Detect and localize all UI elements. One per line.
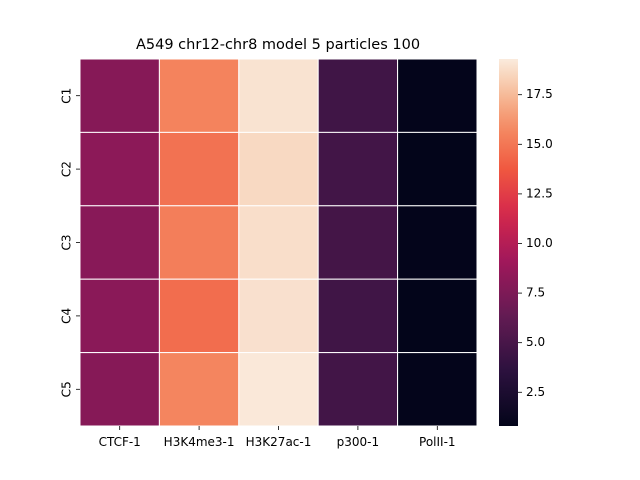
colorbar-ticks: 2.5 5.0 7.5 10.0 12.5 15.0 17.5 [518,87,553,399]
colorbar-tick-label: 15.0 [526,137,553,151]
heatmap-cell [238,131,319,207]
y-tick-label: C2 [60,161,74,177]
heatmap-cell [79,205,160,280]
x-tick-label: H3K4me3-1 [164,435,235,449]
heatmap-cell [79,278,160,354]
heatmap-cell [317,58,399,133]
y-tick-label: C3 [60,234,74,250]
heatmap-cell [238,205,319,280]
heatmap-cells [79,58,478,427]
heatmap-cell [158,278,240,354]
x-tick-label: PolII-1 [419,435,456,449]
y-tick-label: C4 [60,308,74,324]
heatmap-cell [79,58,160,133]
heatmap-cell [238,58,319,133]
colorbar-tick-label: 17.5 [526,87,553,101]
heatmap-cell [317,131,399,207]
colorbar-tick-label: 5.0 [526,335,545,349]
heatmap-cell [397,278,478,354]
x-tick-label: p300-1 [337,435,380,449]
colorbar [499,59,518,426]
heatmap-cell [238,352,319,427]
y-tick-label: C1 [60,88,74,104]
x-tick-label: CTCF-1 [99,435,141,449]
colorbar-tick-label: 7.5 [526,286,545,300]
colorbar-tick-label: 2.5 [526,385,545,399]
heatmap-cell [397,131,478,207]
heatmap-cell [79,131,160,207]
heatmap-cell [158,352,240,427]
heatmap-cell [317,352,399,427]
y-axis-ticks: C1 C2 C3 C4 C5 [60,88,80,397]
x-tick-label: H3K27ac-1 [246,435,312,449]
heatmap-cell [317,205,399,280]
heatmap-cell [238,278,319,354]
heatmap-cell [317,278,399,354]
heatmap-cell [158,58,240,133]
colorbar-tick-label: 10.0 [526,236,553,250]
heatmap-cell [158,131,240,207]
heatmap-cell [397,205,478,280]
heatmap-cell [79,352,160,427]
heatmap-cell [158,205,240,280]
x-axis-ticks: CTCF-1 H3K4me3-1 H3K27ac-1 p300-1 PolII-1 [99,426,456,449]
colorbar-tick-label: 12.5 [526,186,553,200]
y-tick-label: C5 [60,381,74,397]
heatmap-cell [397,58,478,133]
chart-title: A549 chr12-chr8 model 5 particles 100 [136,37,420,53]
heatmap-cell [397,352,478,427]
